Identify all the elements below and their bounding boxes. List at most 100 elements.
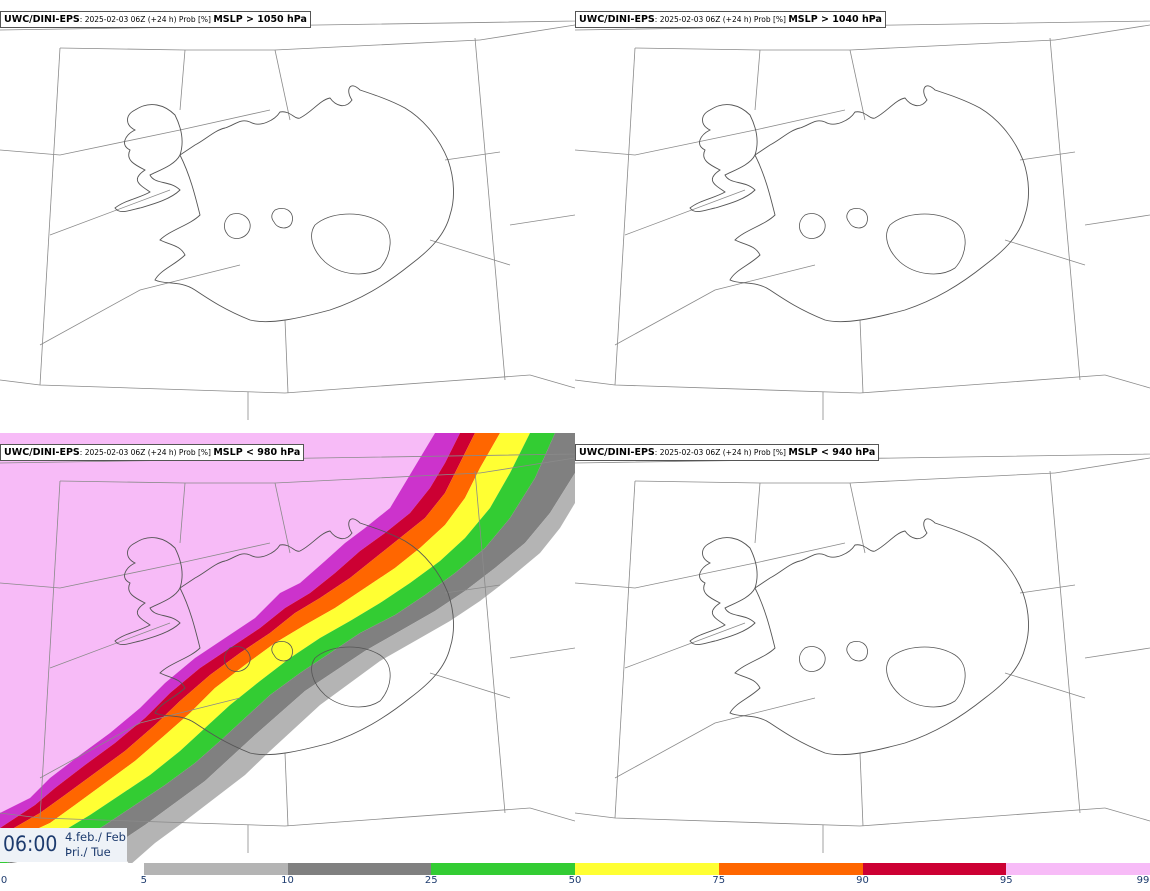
glacier-outline <box>846 640 868 662</box>
legend-swatch-95 <box>1006 863 1150 875</box>
glacier-outline <box>799 646 826 672</box>
grid-line <box>1004 239 1086 266</box>
grid-line <box>754 49 761 111</box>
grid-line <box>0 374 531 394</box>
grid-line <box>754 482 761 544</box>
probability-area-99 <box>0 433 435 818</box>
model-name: UWC/DINI-EPS <box>4 447 80 458</box>
legend-tick-75: 75 <box>712 875 726 886</box>
grid-line <box>1019 151 1076 161</box>
grid-line <box>634 472 1056 484</box>
grid-line <box>575 109 846 156</box>
model-name: UWC/DINI-EPS <box>4 14 80 25</box>
map-canvas <box>575 20 1150 420</box>
grid-line <box>634 39 1056 51</box>
run-info: : 2025-02-03 06Z (+24 h) Prob [%] <box>654 448 789 457</box>
grid-line <box>179 482 186 544</box>
map-panel-mslp-lt-940: UWC/DINI-EPS: 2025-02-03 06Z (+24 h) Pro… <box>575 433 1150 863</box>
run-info: : 2025-02-03 06Z (+24 h) Prob [%] <box>79 448 214 457</box>
grid-line <box>529 374 575 389</box>
grid-line <box>49 189 171 236</box>
probability-color-legend <box>0 863 1150 875</box>
legend-swatch-10 <box>288 863 431 875</box>
glacier-outline <box>311 213 391 275</box>
glacier-outline <box>886 646 966 708</box>
grid-line <box>1054 457 1150 474</box>
grid-line <box>179 49 186 111</box>
grid-line <box>529 807 575 822</box>
map-canvas <box>575 453 1150 853</box>
model-name: UWC/DINI-EPS <box>579 447 655 458</box>
grid-line <box>614 480 636 819</box>
grid-line <box>575 542 846 589</box>
grid-line <box>0 109 271 156</box>
grid-line <box>849 482 866 554</box>
grid-line <box>444 151 501 161</box>
glacier-outline <box>799 213 826 239</box>
lat-lon-grid <box>575 20 1150 420</box>
legend-swatch-25 <box>431 863 575 875</box>
grid-line <box>1049 37 1081 381</box>
grid-line <box>859 319 864 394</box>
map-panel-mslp-gt-1050: UWC/DINI-EPS: 2025-02-03 06Z (+24 h) Pro… <box>0 0 575 430</box>
grid-line <box>0 542 271 589</box>
grid-line <box>39 47 61 386</box>
grid-line <box>474 470 506 814</box>
grid-line <box>39 264 241 346</box>
probability-band-5 <box>115 473 575 863</box>
glacier-outline <box>224 646 251 672</box>
coastline <box>689 518 1029 756</box>
grid-line <box>614 697 816 779</box>
grid-line <box>509 647 575 659</box>
threshold-label: MSLP < 980 hPa <box>213 447 301 458</box>
date-label: 4.feb./ Feb <box>65 830 126 844</box>
legend-swatch-5 <box>144 863 288 875</box>
grid-line <box>0 807 531 827</box>
grid-line <box>444 584 501 594</box>
lat-lon-grid <box>575 453 1150 853</box>
glacier-outline <box>271 207 293 229</box>
grid-line <box>575 374 1106 394</box>
run-info: : 2025-02-03 06Z (+24 h) Prob [%] <box>654 15 789 24</box>
map-panel-mslp-gt-1040: UWC/DINI-EPS: 2025-02-03 06Z (+24 h) Pro… <box>575 0 1150 430</box>
grid-line <box>624 189 746 236</box>
legend-swatch-90 <box>863 863 1006 875</box>
legend-tick-50: 50 <box>568 875 582 886</box>
weekday-label: Þri./ Tue <box>65 845 111 859</box>
glacier-outline <box>271 640 293 662</box>
legend-tick-0: 0 <box>0 875 8 886</box>
coastline <box>689 85 1029 323</box>
grid-line <box>274 49 291 121</box>
grid-line <box>1104 807 1150 822</box>
grid-line <box>614 47 636 386</box>
threshold-label: MSLP > 1040 hPa <box>788 14 882 25</box>
glacier-outline <box>224 213 251 239</box>
panel-title: UWC/DINI-EPS: 2025-02-03 06Z (+24 h) Pro… <box>575 444 880 461</box>
grid-line <box>59 472 481 484</box>
grid-line <box>859 752 864 827</box>
lat-lon-grid <box>0 20 575 420</box>
run-info: : 2025-02-03 06Z (+24 h) Prob [%] <box>79 15 214 24</box>
glacier-outline <box>886 213 966 275</box>
coastline <box>114 518 454 756</box>
legend-tick-25: 25 <box>424 875 438 886</box>
grid-line <box>849 49 866 121</box>
grid-line <box>1049 470 1081 814</box>
legend-swatch-75 <box>719 863 863 875</box>
grid-line <box>614 264 816 346</box>
grid-line <box>1084 214 1150 226</box>
grid-line <box>274 482 291 554</box>
valid-date: 4.feb./ Feb Þri./ Tue <box>65 830 126 860</box>
grid-line <box>509 214 575 226</box>
probability-band-50 <box>0 433 530 856</box>
grid-line <box>49 622 171 669</box>
grid-line <box>284 752 289 827</box>
legend-tick-90: 90 <box>856 875 869 886</box>
map-canvas <box>0 20 575 420</box>
grid-line <box>284 319 289 394</box>
legend-tick-10: 10 <box>281 875 294 886</box>
threshold-label: MSLP > 1050 hPa <box>213 14 307 25</box>
legend-swatch-50 <box>575 863 719 875</box>
grid-line <box>429 239 511 266</box>
grid-line <box>1084 647 1150 659</box>
